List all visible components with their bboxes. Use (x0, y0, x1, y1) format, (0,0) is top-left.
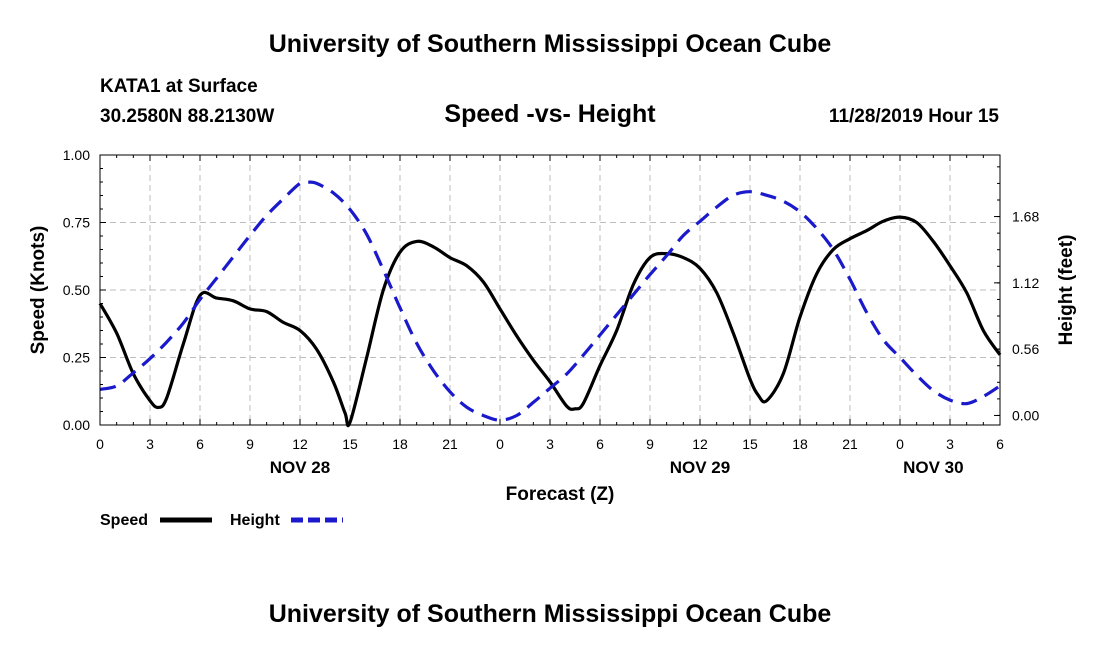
series-group (98, 180, 1002, 428)
x-axis-label: Forecast (Z) (506, 484, 615, 505)
page-title: University of Southern Mississippi Ocean… (268, 30, 832, 58)
x-tick-label: 18 (392, 436, 408, 452)
series-line-speed (98, 215, 1002, 428)
y-tick-label: 0.00 (63, 417, 90, 433)
coordinates-label: 30.2580N 88.2130W (100, 106, 275, 127)
y-axis-label: Speed (Knots) (28, 226, 49, 355)
y2-tick-label: 0.56 (1012, 341, 1039, 357)
x-tick-label: 9 (646, 436, 654, 452)
date-label: NOV 29 (670, 458, 730, 477)
x-tick-label: 3 (946, 436, 954, 452)
y-tick-label: 0.25 (63, 350, 90, 366)
y-tick-label: 1.00 (63, 147, 90, 163)
chart-title: Speed -vs- Height (444, 100, 656, 128)
axes: 0 3 6 9 12 15 18 21 0 3 6 9 12 15 18 21 0 3 6 NOV 28 NOV 29 N… (63, 147, 1040, 477)
x-tick-label: 6 (596, 436, 604, 452)
speed-height-chart: 0 3 6 9 12 15 18 21 0 3 6 9 12 15 18 21 0 3 6 NOV 28 NOV 29 N… (28, 147, 1077, 529)
x-tick-label: 21 (842, 436, 858, 452)
x-tick-label: 0 (96, 436, 104, 452)
legend: Speed Height (100, 512, 343, 529)
series-line-height (99, 180, 1001, 422)
x-tick-label: 15 (342, 436, 358, 452)
date-label: NOV 28 (270, 458, 330, 477)
grid (100, 155, 1000, 425)
x-tick-label: 9 (246, 436, 254, 452)
x-tick-label: 0 (896, 436, 904, 452)
x-tick-label: 3 (146, 436, 154, 452)
x-tick-label: 0 (496, 436, 504, 452)
legend-label-height: Height (230, 512, 280, 529)
y2-tick-label: 0.00 (1012, 407, 1039, 423)
y2-tick-label: 1.12 (1012, 275, 1039, 291)
x-tick-label: 6 (996, 436, 1004, 452)
date-label: NOV 30 (903, 458, 963, 477)
y2-axis-label: Height (feet) (1056, 235, 1077, 346)
x-tick-label: 18 (792, 436, 808, 452)
y-tick-label: 0.50 (63, 282, 90, 298)
x-tick-label: 12 (692, 436, 708, 452)
legend-label-speed: Speed (100, 512, 148, 529)
x-tick-label: 21 (442, 436, 458, 452)
y2-tick-label: 1.68 (1012, 209, 1039, 225)
station-label: KATA1 at Surface (100, 76, 258, 97)
x-tick-label: 12 (292, 436, 308, 452)
y-tick-label: 0.75 (63, 215, 90, 231)
x-tick-label: 3 (546, 436, 554, 452)
footer-title: University of Southern Mississippi Ocean… (268, 600, 832, 628)
x-tick-label: 15 (742, 436, 758, 452)
x-tick-label: 6 (196, 436, 204, 452)
datetime-label: 11/28/2019 Hour 15 (828, 106, 999, 127)
